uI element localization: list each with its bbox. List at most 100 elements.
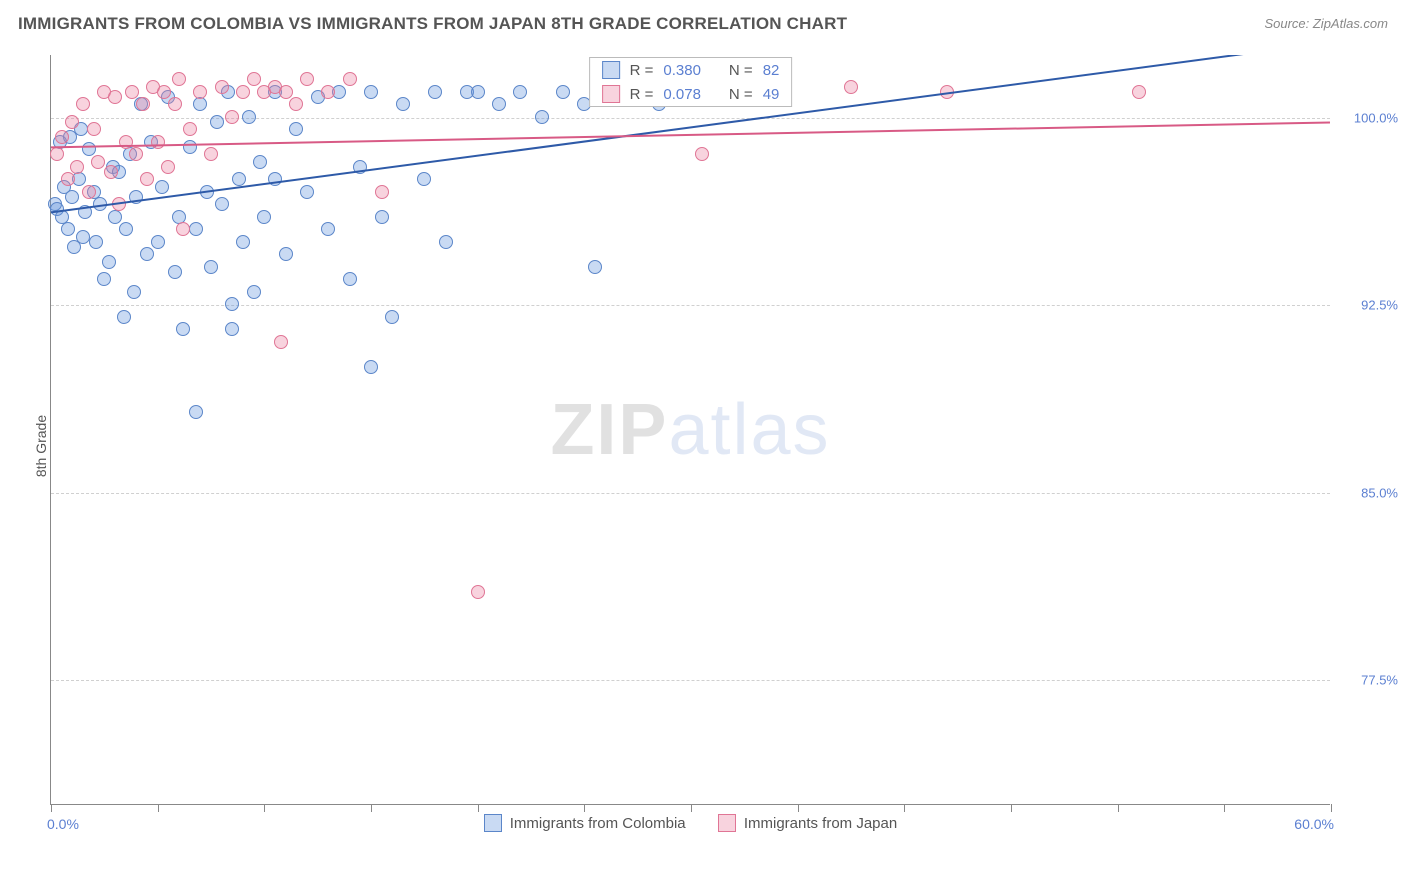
data-point bbox=[183, 140, 197, 154]
y-tick-label: 85.0% bbox=[1361, 485, 1398, 500]
swatch-colombia bbox=[602, 61, 620, 79]
data-point bbox=[247, 72, 261, 86]
data-point bbox=[225, 322, 239, 336]
data-point bbox=[236, 235, 250, 249]
chart-source: Source: ZipAtlas.com bbox=[1264, 16, 1388, 31]
y-tick-label: 92.5% bbox=[1361, 298, 1398, 313]
data-point bbox=[253, 155, 267, 169]
data-point bbox=[108, 90, 122, 104]
data-point bbox=[353, 160, 367, 174]
data-point bbox=[417, 172, 431, 186]
data-point bbox=[193, 85, 207, 99]
watermark-zip: ZIP bbox=[550, 390, 668, 470]
x-tick bbox=[691, 804, 692, 812]
data-point bbox=[204, 260, 218, 274]
data-point bbox=[157, 85, 171, 99]
y-axis-label: 8th Grade bbox=[33, 415, 49, 477]
series-legend: Immigrants from Colombia Immigrants from… bbox=[51, 814, 1330, 836]
data-point bbox=[55, 130, 69, 144]
data-point bbox=[176, 222, 190, 236]
data-point bbox=[535, 110, 549, 124]
data-point bbox=[91, 155, 105, 169]
data-point bbox=[471, 585, 485, 599]
data-point bbox=[242, 110, 256, 124]
data-point bbox=[104, 165, 118, 179]
data-point bbox=[300, 72, 314, 86]
data-point bbox=[108, 210, 122, 224]
n-value-japan: 49 bbox=[763, 86, 780, 103]
swatch-japan bbox=[718, 814, 736, 832]
data-point bbox=[161, 160, 175, 174]
data-point bbox=[50, 147, 64, 161]
data-point bbox=[151, 235, 165, 249]
data-point bbox=[168, 265, 182, 279]
data-point bbox=[492, 97, 506, 111]
data-point bbox=[136, 97, 150, 111]
data-point bbox=[200, 185, 214, 199]
data-point bbox=[232, 172, 246, 186]
data-point bbox=[97, 272, 111, 286]
data-point bbox=[439, 235, 453, 249]
data-point bbox=[471, 85, 485, 99]
data-point bbox=[119, 222, 133, 236]
data-point bbox=[82, 185, 96, 199]
data-point bbox=[375, 210, 389, 224]
data-point bbox=[61, 172, 75, 186]
n-label: N = bbox=[729, 86, 753, 103]
data-point bbox=[225, 297, 239, 311]
data-point bbox=[140, 247, 154, 261]
r-value-japan: 0.078 bbox=[663, 86, 701, 103]
data-point bbox=[155, 180, 169, 194]
data-point bbox=[119, 135, 133, 149]
data-point bbox=[87, 122, 101, 136]
data-point bbox=[189, 405, 203, 419]
r-value-colombia: 0.380 bbox=[663, 62, 701, 79]
x-tick bbox=[584, 804, 585, 812]
data-point bbox=[102, 255, 116, 269]
data-point bbox=[321, 222, 335, 236]
data-point bbox=[695, 147, 709, 161]
correlation-legend: R = 0.380 N = 82 R = 0.078 N = 49 bbox=[589, 57, 793, 107]
data-point bbox=[215, 197, 229, 211]
data-point bbox=[193, 97, 207, 111]
x-tick bbox=[798, 804, 799, 812]
chart-title: IMMIGRANTS FROM COLOMBIA VS IMMIGRANTS F… bbox=[18, 14, 847, 33]
gridline bbox=[51, 493, 1330, 494]
data-point bbox=[129, 147, 143, 161]
x-tick bbox=[1224, 804, 1225, 812]
legend-item-colombia: Immigrants from Colombia bbox=[484, 814, 686, 832]
x-tick bbox=[478, 804, 479, 812]
gridline bbox=[51, 305, 1330, 306]
data-point bbox=[215, 80, 229, 94]
data-point bbox=[93, 197, 107, 211]
source-name: ZipAtlas.com bbox=[1313, 16, 1388, 31]
r-label: R = bbox=[630, 86, 654, 103]
n-value-colombia: 82 bbox=[763, 62, 780, 79]
data-point bbox=[844, 80, 858, 94]
data-point bbox=[364, 85, 378, 99]
data-point bbox=[385, 310, 399, 324]
watermark-atlas: atlas bbox=[668, 390, 830, 470]
legend-label-japan: Immigrants from Japan bbox=[744, 815, 897, 832]
data-point bbox=[76, 97, 90, 111]
legend-item-japan: Immigrants from Japan bbox=[718, 814, 897, 832]
data-point bbox=[172, 72, 186, 86]
x-tick bbox=[904, 804, 905, 812]
data-point bbox=[343, 72, 357, 86]
data-point bbox=[513, 85, 527, 99]
data-point bbox=[279, 85, 293, 99]
data-point bbox=[189, 222, 203, 236]
x-tick bbox=[1331, 804, 1332, 812]
data-point bbox=[428, 85, 442, 99]
data-point bbox=[343, 272, 357, 286]
data-point bbox=[129, 190, 143, 204]
data-point bbox=[321, 85, 335, 99]
data-point bbox=[375, 185, 389, 199]
data-point bbox=[168, 97, 182, 111]
data-point bbox=[61, 222, 75, 236]
y-tick-label: 100.0% bbox=[1354, 110, 1398, 125]
r-label: R = bbox=[630, 62, 654, 79]
legend-row-colombia: R = 0.380 N = 82 bbox=[590, 58, 792, 82]
data-point bbox=[65, 115, 79, 129]
data-point bbox=[300, 185, 314, 199]
